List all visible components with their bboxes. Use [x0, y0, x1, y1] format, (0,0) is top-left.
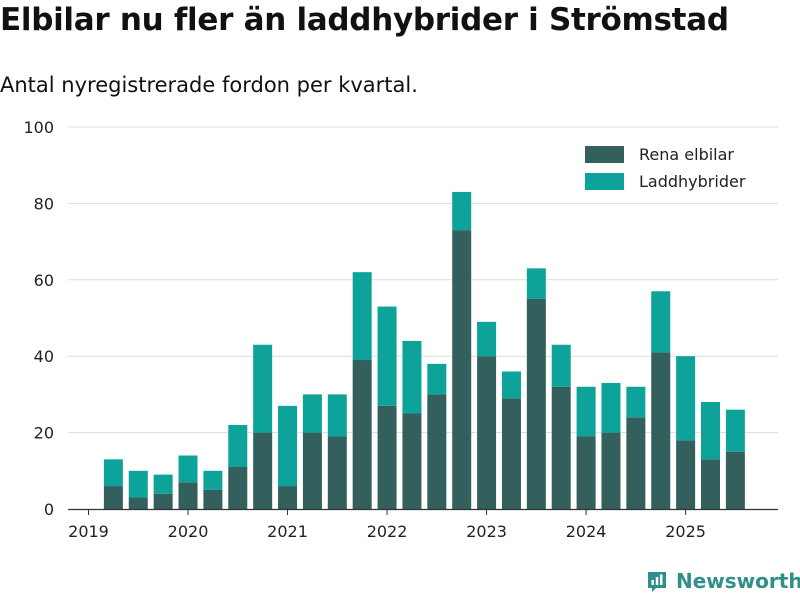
legend-swatch [585, 146, 624, 163]
chart-subtitle: Antal nyregistrerade fordon per kvartal. [0, 73, 418, 97]
bar-laddhybrider [203, 470, 223, 490]
bar-rena-elbilar [651, 352, 671, 509]
newsworthy-logo-icon [648, 572, 666, 592]
bar-rena-elbilar [352, 360, 372, 509]
bar-laddhybrider [377, 306, 397, 406]
bar-rena-elbilar [676, 440, 696, 509]
bar-laddhybrider [253, 344, 273, 433]
bar-rena-elbilar [228, 466, 248, 509]
bar-rena-elbilar [526, 298, 546, 509]
x-tick-label: 2022 [367, 522, 408, 541]
bar-laddhybrider [153, 474, 173, 494]
bar-rena-elbilar [551, 386, 571, 509]
bar-laddhybrider [228, 424, 248, 467]
bar-laddhybrider [128, 470, 148, 498]
bar-laddhybrider [725, 409, 745, 452]
legend-label: Laddhybrider [639, 172, 746, 191]
brand-name: Newsworthy [676, 569, 800, 593]
bar-rena-elbilar [203, 489, 223, 509]
bar-laddhybrider [103, 459, 123, 487]
bar-laddhybrider [427, 363, 447, 395]
bar-laddhybrider [302, 394, 322, 433]
bar-laddhybrider [352, 272, 372, 361]
bar-rena-elbilar [327, 436, 347, 509]
x-tick-label: 2019 [68, 522, 109, 541]
bar-rena-elbilar [178, 482, 198, 509]
bar-laddhybrider [551, 344, 571, 387]
legend-swatch [585, 173, 624, 190]
bar-rena-elbilar [377, 405, 397, 509]
bar-rena-elbilar [402, 413, 422, 509]
y-tick-label: 60 [34, 271, 54, 290]
bar-laddhybrider [626, 386, 646, 418]
bar-laddhybrider [278, 405, 298, 487]
x-tick-label: 2023 [466, 522, 507, 541]
bar-laddhybrider [477, 321, 497, 357]
bar-rena-elbilar [302, 432, 322, 509]
bar-laddhybrider [676, 356, 696, 441]
chart-title: Elbilar nu fler än laddhybrider i Ströms… [0, 2, 729, 38]
bar-laddhybrider [601, 382, 621, 433]
bar-rena-elbilar [427, 394, 447, 509]
bar-rena-elbilar [576, 436, 596, 509]
bar-rena-elbilar [626, 417, 646, 509]
bar-laddhybrider [576, 386, 596, 437]
x-tick-label: 2021 [267, 522, 308, 541]
bar-rena-elbilar [601, 432, 621, 509]
bar-laddhybrider [651, 291, 671, 353]
bar-rena-elbilar [701, 459, 720, 509]
bar-laddhybrider [526, 268, 546, 299]
y-tick-label: 100 [23, 118, 54, 137]
x-tick-label: 2025 [665, 522, 706, 541]
bar-laddhybrider [701, 402, 720, 460]
y-tick-label: 20 [34, 424, 54, 443]
brand: Newsworthy [644, 568, 800, 594]
bar-laddhybrider [452, 191, 472, 231]
x-tick-label: 2024 [566, 522, 607, 541]
bar-rena-elbilar [103, 486, 123, 509]
bar-rena-elbilar [278, 486, 298, 509]
bar-rena-elbilar [725, 451, 745, 509]
x-tick-label: 2020 [168, 522, 209, 541]
bar-rena-elbilar [128, 497, 148, 509]
bar-rena-elbilar [501, 398, 521, 509]
y-tick-label: 0 [44, 500, 54, 519]
bar-rena-elbilar [477, 356, 497, 509]
bar-laddhybrider [327, 394, 347, 437]
y-tick-label: 40 [34, 347, 54, 366]
bar-laddhybrider [501, 371, 521, 399]
bar-rena-elbilar [153, 493, 173, 509]
legend-label: Rena elbilar [639, 145, 734, 164]
bar-laddhybrider [178, 455, 198, 483]
bar-laddhybrider [402, 340, 422, 414]
bar-rena-elbilar [452, 230, 472, 509]
bar-rena-elbilar [253, 432, 273, 509]
y-tick-label: 80 [34, 194, 54, 213]
